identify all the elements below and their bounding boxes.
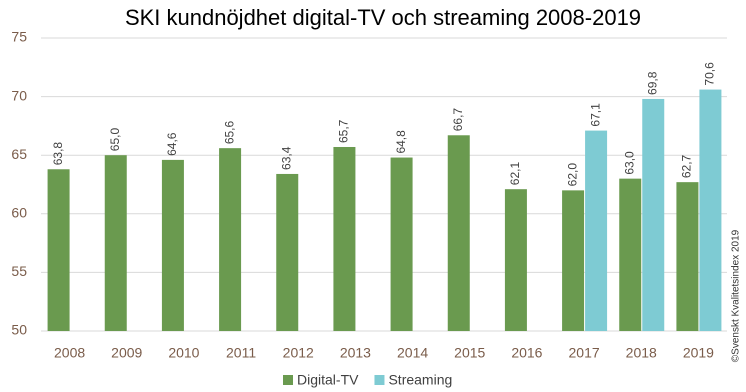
x-tick-label: 2014 xyxy=(397,345,428,361)
chart-title: SKI kundnöjdhet digital-TV och streaming… xyxy=(125,5,641,30)
bar xyxy=(447,135,470,331)
value-label: 63,8 xyxy=(51,142,65,166)
bar xyxy=(699,89,722,332)
bar xyxy=(619,178,642,331)
x-tick-label: 2016 xyxy=(511,345,542,361)
bar xyxy=(390,157,413,331)
value-label: 62,7 xyxy=(680,154,694,178)
y-tick-label: 75 xyxy=(11,29,27,45)
value-label: 64,8 xyxy=(394,130,408,154)
value-label: 62,1 xyxy=(508,162,522,186)
y-tick-label: 55 xyxy=(11,263,27,279)
value-label: 66,7 xyxy=(451,108,465,132)
legend-swatch xyxy=(283,375,293,385)
y-tick-label: 65 xyxy=(11,146,27,162)
x-tick-label: 2013 xyxy=(340,345,371,361)
y-tick-label: 50 xyxy=(11,322,27,338)
bar xyxy=(333,146,356,331)
x-tick-label: 2019 xyxy=(683,345,714,361)
bar xyxy=(562,190,585,331)
bar xyxy=(276,173,299,331)
y-tick-label: 60 xyxy=(11,205,27,221)
value-label: 63,0 xyxy=(622,151,636,175)
x-tick-label: 2010 xyxy=(168,345,199,361)
bar xyxy=(219,148,242,331)
bar xyxy=(47,169,70,331)
x-tick-label: 2008 xyxy=(54,345,85,361)
bar xyxy=(642,98,665,331)
x-tick-label: 2009 xyxy=(111,345,142,361)
bar xyxy=(585,130,608,331)
value-label: 65,7 xyxy=(337,119,351,143)
legend-label: Streaming xyxy=(388,372,452,388)
x-tick-label: 2011 xyxy=(226,345,256,361)
source-note: ©Svenskt Kvalitetsindex 2019 xyxy=(731,229,742,362)
value-label: 62,0 xyxy=(565,163,579,187)
value-label: 63,4 xyxy=(279,146,293,170)
x-tick-label: 2015 xyxy=(454,345,485,361)
legend-label: Digital-TV xyxy=(297,372,359,388)
value-label: 65,0 xyxy=(108,128,122,152)
value-label: 65,6 xyxy=(222,120,236,144)
value-label: 69,8 xyxy=(645,71,659,95)
x-tick-label: 2017 xyxy=(569,345,600,361)
bar xyxy=(161,159,184,331)
y-tick-label: 70 xyxy=(11,87,27,103)
value-label: 70,6 xyxy=(703,62,717,86)
legend-swatch xyxy=(374,375,385,385)
bar xyxy=(104,155,127,331)
x-tick-label: 2018 xyxy=(626,345,657,361)
bar xyxy=(504,189,527,331)
value-label: 64,6 xyxy=(165,132,179,156)
value-label: 67,1 xyxy=(588,103,602,127)
bar xyxy=(676,182,699,331)
x-tick-label: 2012 xyxy=(283,345,314,361)
